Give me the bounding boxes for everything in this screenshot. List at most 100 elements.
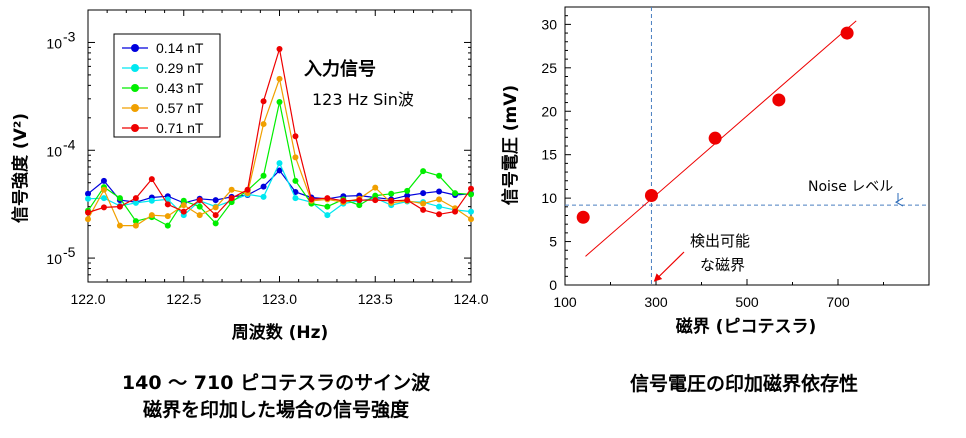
spectrum-data-point <box>452 208 459 215</box>
spectrum-data-point <box>404 197 411 204</box>
spectrum-data-point <box>100 195 107 202</box>
detect-limit-label-line2: な磁界 <box>700 256 745 274</box>
noise-level-label: Noise レベル <box>808 179 893 195</box>
spectrum-data-point <box>100 186 107 193</box>
spectrum-legend-swatch-marker <box>131 104 139 112</box>
spectrum-data-point <box>340 197 347 204</box>
voltage-data-point <box>576 210 590 224</box>
voltage-x-tick-label: 700 <box>826 294 850 310</box>
spectrum-data-point <box>85 190 91 197</box>
spectrum-series-group <box>85 45 474 229</box>
spectrum-data-point <box>420 200 427 207</box>
spectrum-data-point <box>420 190 427 197</box>
spectrum-legend: 0.14 nT 0.29 nT 0.43 nT 0.57 nT 0.71 nT <box>122 40 204 136</box>
spectrum-data-point <box>452 190 459 197</box>
spectrum-data-point <box>260 193 267 200</box>
spectrum-data-point <box>324 195 331 202</box>
voltage-y-tick-label: 20 <box>541 103 557 119</box>
spectrum-data-point <box>292 195 299 202</box>
spectrum-data-point <box>180 208 187 215</box>
spectrum-legend-swatch-marker <box>131 44 139 52</box>
spectrum-data-point <box>324 212 331 219</box>
spectrum-data-point <box>436 196 443 203</box>
spectrum-data-point <box>228 195 235 202</box>
spectrum-y-tick-exponent: -3 <box>63 28 76 44</box>
spectrum-y-tick-label: 10 <box>46 35 62 51</box>
spectrum-data-point <box>260 98 267 105</box>
spectrum-data-point <box>372 197 379 204</box>
voltage-data-point <box>840 26 854 40</box>
spectrum-x-tick-label: 122.5 <box>166 291 201 307</box>
spectrum-data-point <box>180 197 187 204</box>
spectrum-legend-swatch-marker <box>131 124 139 132</box>
spectrum-data-point <box>420 168 427 175</box>
spectrum-legend-entry: 0.57 nT <box>156 100 204 116</box>
spectrum-data-point <box>132 199 139 206</box>
spectrum-y-tick-exponent: -4 <box>63 136 76 152</box>
spectrum-x-tick-label: 124.0 <box>453 291 488 307</box>
left-caption-line1: 140 ～ 710 ピコテスラのサイン波 <box>122 371 431 394</box>
spectrum-data-point <box>276 160 283 167</box>
voltage-x-axis-label: 磁界 (ピコテスラ) <box>676 316 816 337</box>
spectrum-data-point <box>148 197 155 204</box>
spectrum-data-point <box>212 212 219 219</box>
spectrum-legend-swatch-marker <box>131 64 139 72</box>
spectrum-data-point <box>388 197 395 204</box>
spectrum-data-point <box>132 195 139 202</box>
spectrum-data-point <box>164 213 171 220</box>
spectrum-data-point <box>228 186 235 193</box>
spectrum-data-point <box>196 212 203 219</box>
spectrum-data-point <box>260 121 267 128</box>
voltage-y-tick-label: 30 <box>541 16 557 32</box>
spectrum-y-tick-label: 10 <box>46 143 62 159</box>
voltage-y-tick-label: 0 <box>549 277 557 293</box>
voltage-axes: 100 300 500 700 0 5 10 15 20 25 30 <box>541 15 884 310</box>
spectrum-data-point <box>276 167 283 174</box>
spectrum-data-point <box>372 184 379 191</box>
spectrum-data-point <box>436 188 443 195</box>
spectrum-x-tick-label: 123.5 <box>358 291 393 307</box>
spectrum-data-point <box>100 204 107 211</box>
spectrum-data-point <box>468 208 474 215</box>
spectrum-data-point <box>132 218 139 225</box>
spectrum-x-tick-label: 122.0 <box>70 291 105 307</box>
spectrum-data-point <box>356 202 363 209</box>
spectrum-y-tick-exponent: -5 <box>63 244 76 260</box>
spectrum-legend-entry: 0.71 nT <box>156 120 204 136</box>
voltage-points-group <box>576 26 854 224</box>
spectrum-legend-entry: 0.29 nT <box>156 60 204 76</box>
spectrum-data-point <box>420 206 427 213</box>
spectrum-legend-swatch-marker <box>131 84 139 92</box>
spectrum-data-point <box>132 222 139 229</box>
spectrum-y-tick-label: 10 <box>46 251 62 267</box>
detect-limit-label-line1: 検出可能 <box>690 232 750 250</box>
left-caption-line2: 磁界を印加した場合の信号強度 <box>143 398 410 421</box>
spectrum-data-point <box>148 212 155 219</box>
spectrum-annotation-title: 入力信号 <box>304 58 376 80</box>
spectrum-data-point <box>85 216 91 223</box>
spectrum-data-point <box>116 222 123 229</box>
spectrum-data-point <box>468 216 474 223</box>
spectrum-axes: 122.0 122.5 123.0 123.5 124.010-310-410-5 <box>46 9 489 307</box>
spectrum-chart: 122.0 122.5 123.0 123.5 124.010-310-410-5 0.… <box>10 9 489 343</box>
spectrum-data-point <box>436 203 443 210</box>
voltage-y-tick-label: 25 <box>541 60 557 76</box>
right-caption: 信号電圧の印加磁界依存性 <box>630 372 858 395</box>
spectrum-data-point <box>85 195 91 202</box>
voltage-data-point <box>772 93 786 107</box>
spectrum-data-point <box>276 45 283 52</box>
spectrum-legend-entry: 0.14 nT <box>156 40 204 56</box>
spectrum-legend-box <box>113 33 221 138</box>
spectrum-data-point <box>164 222 171 229</box>
spectrum-data-point <box>164 201 171 208</box>
spectrum-data-point <box>116 195 123 202</box>
spectrum-data-point <box>116 203 123 210</box>
voltage-x-tick-label: 300 <box>644 294 668 310</box>
spectrum-data-point <box>276 99 283 106</box>
spectrum-data-point <box>404 192 411 199</box>
spectrum-data-point <box>148 176 155 183</box>
voltage-y-tick-label: 10 <box>541 190 557 206</box>
spectrum-y-axis-label: 信号強度 (V²) <box>10 113 31 223</box>
spectrum-data-point <box>292 133 299 140</box>
